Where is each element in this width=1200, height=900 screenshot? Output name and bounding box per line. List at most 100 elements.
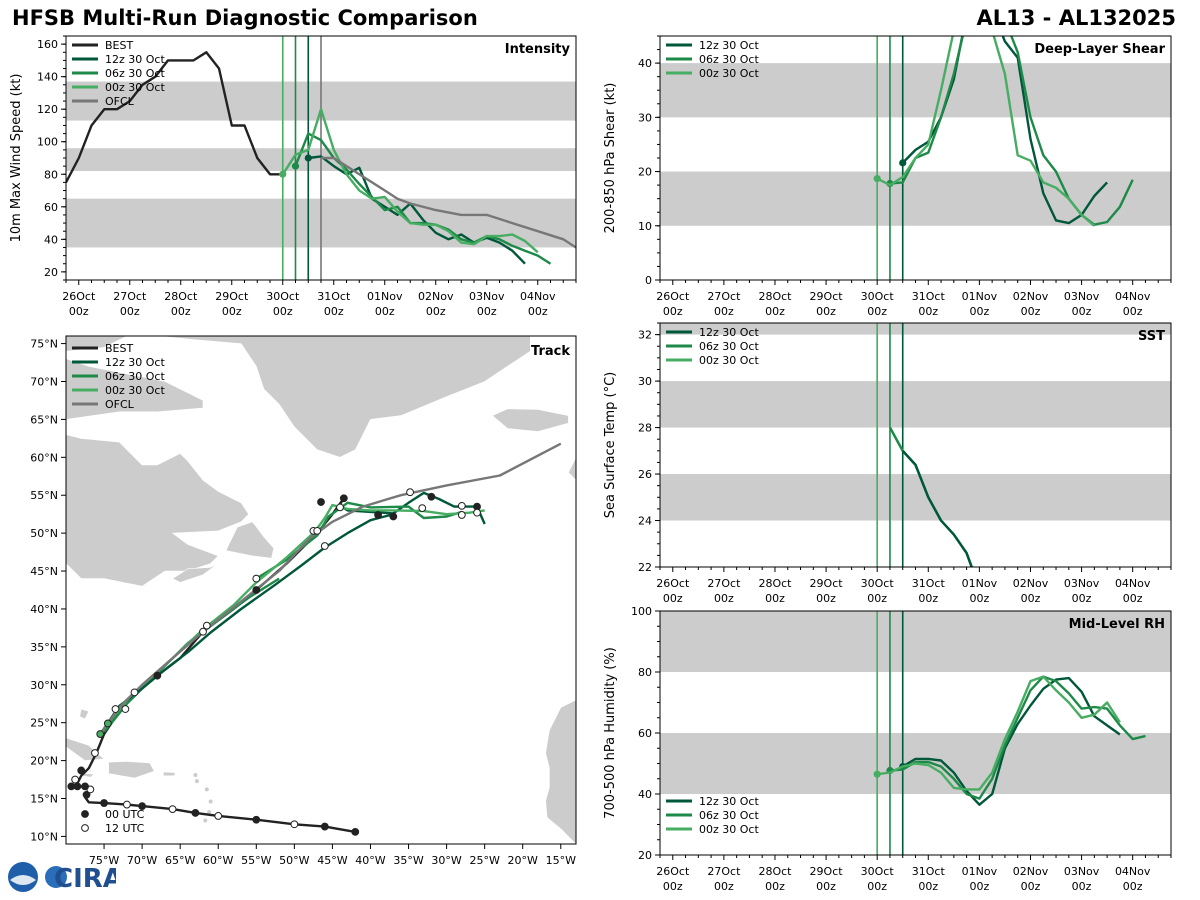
track-point-12utc — [71, 775, 80, 784]
x-tick-hour-label: 00z — [867, 305, 887, 318]
series-line-ofcl — [321, 156, 576, 249]
x-tick-hour-label: 00z — [969, 305, 989, 318]
x-tick-day-label: 01Nov — [962, 865, 998, 878]
y-tick-label: 26 — [638, 468, 652, 481]
island — [194, 779, 199, 784]
lon-tick-label: 30°W — [431, 854, 461, 867]
track-point-12utc — [91, 749, 99, 757]
shaded-band — [660, 323, 1171, 335]
landmass — [108, 761, 155, 779]
x-tick-day-label: 31Oct — [317, 290, 351, 303]
x-tick-day-label: 02Nov — [1013, 577, 1049, 590]
lon-tick-label: 40°W — [355, 854, 385, 867]
x-tick-day-label: 30Oct — [861, 290, 895, 303]
x-tick-day-label: 26Oct — [656, 577, 690, 590]
y-tick-label: 24 — [638, 515, 652, 528]
legend-label: 12z 30 Oct — [699, 326, 759, 339]
track-point-00utc — [317, 498, 325, 506]
series-line-run12 — [308, 155, 526, 265]
lat-tick-label: 15°N — [30, 793, 58, 806]
track-layer — [67, 442, 562, 836]
track-line-ofcl — [99, 442, 562, 735]
x-tick-hour-label: 00z — [918, 592, 938, 605]
shaded-band — [660, 63, 1171, 118]
track-point-12utc — [457, 511, 466, 519]
x-tick-day-label: 26Oct — [656, 865, 690, 878]
x-tick-hour-label: 00z — [714, 305, 734, 318]
track-point-12utc — [130, 688, 139, 697]
marker-legend-label: 00 UTC — [105, 808, 145, 821]
x-tick-day-label: 02Nov — [1013, 865, 1049, 878]
track-point-12utc — [202, 621, 211, 630]
x-tick-day-label: 29Oct — [810, 290, 844, 303]
y-tick-label: 30 — [638, 111, 652, 124]
y-axis-label: 700-500 hPa Humidity (%) — [603, 647, 618, 819]
track-point-00utc — [77, 766, 86, 775]
track-point-12utc — [121, 705, 130, 713]
legend-label: 00z 30 Oct — [699, 823, 759, 836]
legend-label: 06z 30 Oct — [105, 67, 165, 80]
shaded-band — [660, 474, 1171, 521]
legend-label: 06z 30 Oct — [699, 340, 759, 353]
x-tick-day-label: 02Nov — [418, 290, 454, 303]
panel-title: Intensity — [505, 42, 571, 57]
track-point-12utc — [111, 705, 120, 713]
marker-legend-symbol — [81, 824, 89, 832]
track-point-12utc — [122, 800, 131, 809]
landmass — [545, 699, 576, 844]
x-tick-day-label: 02Nov — [1013, 290, 1049, 303]
x-tick-hour-label: 00z — [714, 592, 734, 605]
x-tick-day-label: 03Nov — [1064, 577, 1100, 590]
lat-tick-label: 60°N — [30, 451, 58, 464]
lat-tick-label: 30°N — [30, 679, 58, 692]
init-point-run06 — [291, 162, 300, 170]
x-tick-hour-label: 00z — [273, 305, 293, 318]
y-tick-label: 40 — [638, 788, 652, 801]
x-tick-hour-label: 00z — [969, 880, 989, 893]
x-tick-hour-label: 00z — [969, 592, 989, 605]
legend-label: 12z 30 Oct — [699, 795, 759, 808]
panel-title: Mid-Level RH — [1069, 617, 1165, 632]
cira-logo: CIRA — [8, 862, 116, 894]
landmass — [225, 521, 275, 559]
x-tick-day-label: 28Oct — [758, 577, 792, 590]
panel-intensity: 20 40 60 80 100 120 140 160 26Oct 00z 27Oct 00z 28Oc… — [9, 35, 577, 318]
y-axis-label: 10m Max Wind Speed (kt) — [9, 74, 24, 243]
y-tick-label: 140 — [37, 71, 58, 84]
marker-legend-label: 12 UTC — [105, 822, 145, 835]
track-point-12utc — [199, 627, 207, 636]
track-point-12utc — [473, 508, 481, 517]
lon-tick-label: 20°W — [508, 854, 538, 867]
init-point-run00 — [873, 770, 881, 778]
lon-tick-label: 55°W — [241, 854, 271, 867]
panel-sst: 22 24 26 28 30 32 26Oct 00z 27Oct 00z 28Oct 00z 29Oc… — [603, 322, 1172, 605]
x-tick-hour-label: 00z — [1021, 305, 1041, 318]
lat-tick-label: 35°N — [30, 641, 58, 654]
island — [193, 773, 198, 778]
x-tick-hour-label: 00z — [867, 592, 887, 605]
init-point-run12 — [899, 159, 907, 167]
lat-tick-label: 10°N — [30, 830, 58, 843]
x-tick-hour-label: 00z — [69, 305, 89, 318]
x-tick-day-label: 28Oct — [164, 290, 198, 303]
landmass — [119, 336, 531, 458]
lon-tick-label: 70°W — [127, 854, 157, 867]
legend-label: 06z 30 Oct — [105, 370, 165, 383]
x-tick-day-label: 30Oct — [861, 865, 895, 878]
x-tick-hour-label: 00z — [816, 880, 836, 893]
series-line-best — [66, 51, 283, 183]
island — [208, 799, 213, 804]
x-tick-hour-label: 00z — [1123, 880, 1143, 893]
x-tick-hour-label: 00z — [663, 305, 683, 318]
lat-tick-label: 25°N — [30, 717, 58, 730]
track-point-00utc — [153, 671, 162, 680]
lon-tick-label: 35°W — [393, 854, 423, 867]
track-point-12utc — [457, 501, 466, 510]
y-tick-label: 160 — [37, 38, 58, 51]
legend-label: OFCL — [105, 95, 135, 108]
legend-label: 00z 30 Oct — [699, 354, 759, 367]
track-point-00utc — [252, 586, 261, 594]
lat-tick-label: 40°N — [30, 603, 58, 616]
panel-title: Deep-Layer Shear — [1034, 42, 1165, 57]
